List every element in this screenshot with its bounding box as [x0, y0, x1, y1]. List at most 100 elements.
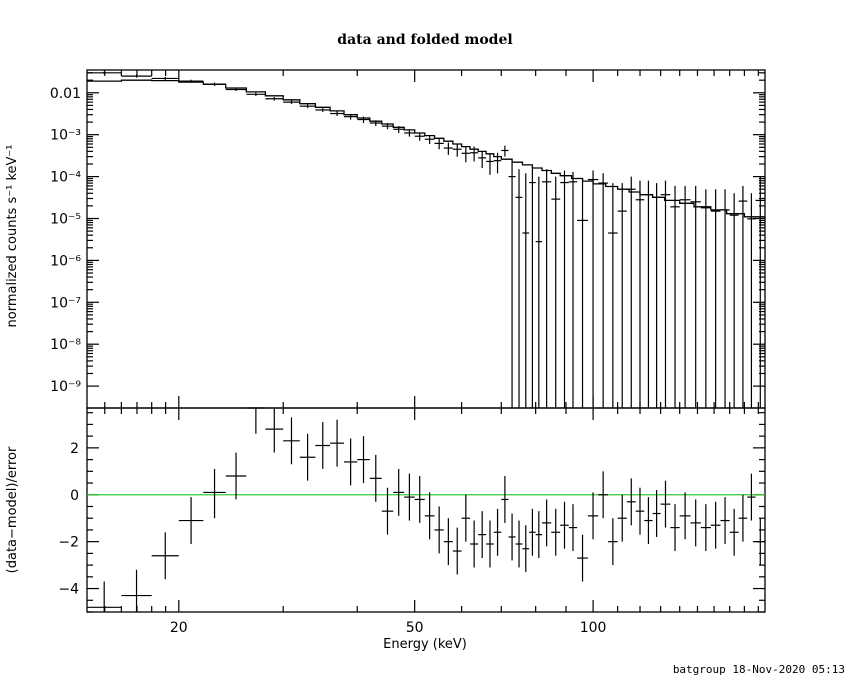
data-point [626, 176, 636, 408]
data-point [690, 185, 701, 408]
xtick-label: 50 [406, 620, 424, 636]
data-point [501, 145, 509, 157]
data-point [577, 180, 588, 408]
data-point [670, 185, 680, 408]
residual-point [670, 504, 680, 552]
data-point [393, 126, 405, 133]
bottom-ytick-label: −4 [58, 582, 79, 598]
residual-point [626, 478, 636, 526]
residual-point [690, 499, 701, 547]
residual-point [393, 468, 405, 516]
data-point [461, 146, 471, 163]
residual-point [755, 518, 765, 566]
residual-point [452, 527, 462, 575]
xtick-label: 100 [580, 620, 607, 636]
data-point [755, 176, 765, 408]
data-point [644, 180, 653, 408]
top-ytick-label: 0.01 [50, 86, 81, 102]
residual-point [434, 506, 444, 554]
spectrum-data-points [87, 71, 765, 408]
data-point [424, 135, 435, 144]
top-panel-frame [86, 69, 766, 409]
data-point [443, 142, 453, 155]
residual-point [443, 518, 453, 566]
data-point [660, 180, 671, 408]
residual-point [486, 520, 494, 568]
residual-point [283, 417, 300, 465]
residual-point [369, 454, 382, 502]
data-point [608, 183, 618, 408]
data-point [568, 171, 578, 408]
data-point [529, 166, 536, 408]
residual-point [587, 492, 599, 540]
data-point [151, 76, 179, 81]
data-point [551, 176, 561, 408]
residual-point [225, 452, 247, 500]
data-point [404, 129, 415, 137]
bottom-ytick-label: 0 [70, 488, 79, 504]
bottom-ylabel: (data−model)/error [5, 446, 20, 573]
top-ytick-label: 10⁻⁶ [50, 253, 81, 269]
data-point [710, 189, 721, 408]
data-point [542, 169, 552, 408]
residual-point [501, 476, 509, 523]
residual-point [121, 569, 152, 612]
residual-point [508, 513, 516, 561]
data-point [381, 123, 394, 130]
residual-point [246, 407, 266, 434]
residual-point [203, 468, 226, 519]
chart-title: data and folded model [337, 32, 512, 48]
residual-point [404, 473, 415, 521]
data-point [560, 170, 569, 408]
residual-point [568, 504, 578, 552]
data-point [738, 185, 748, 408]
data-point [414, 132, 425, 141]
data-point [535, 176, 543, 408]
residual-point [381, 487, 394, 535]
residual-point [522, 525, 530, 573]
data-point [330, 111, 345, 116]
residual-point [652, 490, 661, 537]
data-point [265, 97, 284, 101]
residual-point [542, 499, 552, 547]
folded-model-histogram [87, 79, 765, 218]
residual-point [151, 532, 179, 580]
x-axis-ticks: 20 50 100 [104, 70, 759, 636]
residual-point [330, 419, 345, 467]
data-point [121, 74, 152, 78]
residual-point [87, 581, 122, 612]
data-point [598, 173, 609, 408]
top-ytick-label: 10⁻⁵ [50, 211, 81, 227]
data-point [87, 71, 122, 75]
data-point [700, 189, 711, 408]
top-ytick-label: 10⁻⁷ [50, 295, 81, 311]
bottom-ytick-label: −2 [58, 535, 79, 551]
data-point [246, 92, 266, 96]
residual-point [461, 494, 471, 542]
residual-point [529, 508, 536, 556]
data-point [635, 180, 645, 408]
data-point [315, 108, 331, 112]
residual-point [700, 504, 711, 552]
data-point [493, 152, 502, 174]
data-point [720, 189, 730, 408]
residual-point [729, 508, 739, 556]
data-point [515, 169, 523, 408]
residual-point [470, 520, 479, 568]
data-point [679, 185, 691, 408]
residual-point [635, 487, 645, 535]
xlabel: Energy (keV) [383, 637, 467, 652]
top-ytick-label: 10⁻⁸ [50, 337, 81, 353]
bottom-ytick-label: 2 [70, 441, 79, 457]
residual-point [178, 497, 204, 544]
data-point [299, 104, 316, 109]
data-point [508, 162, 516, 408]
footer-stamp: batgroup 18-Nov-2020 05:13 [673, 663, 845, 676]
residual-point [315, 422, 331, 469]
top-ytick-label: 10⁻³ [50, 128, 81, 144]
data-point [178, 79, 204, 83]
residual-point [299, 433, 316, 481]
residual-points [87, 407, 765, 612]
data-point [369, 120, 382, 127]
